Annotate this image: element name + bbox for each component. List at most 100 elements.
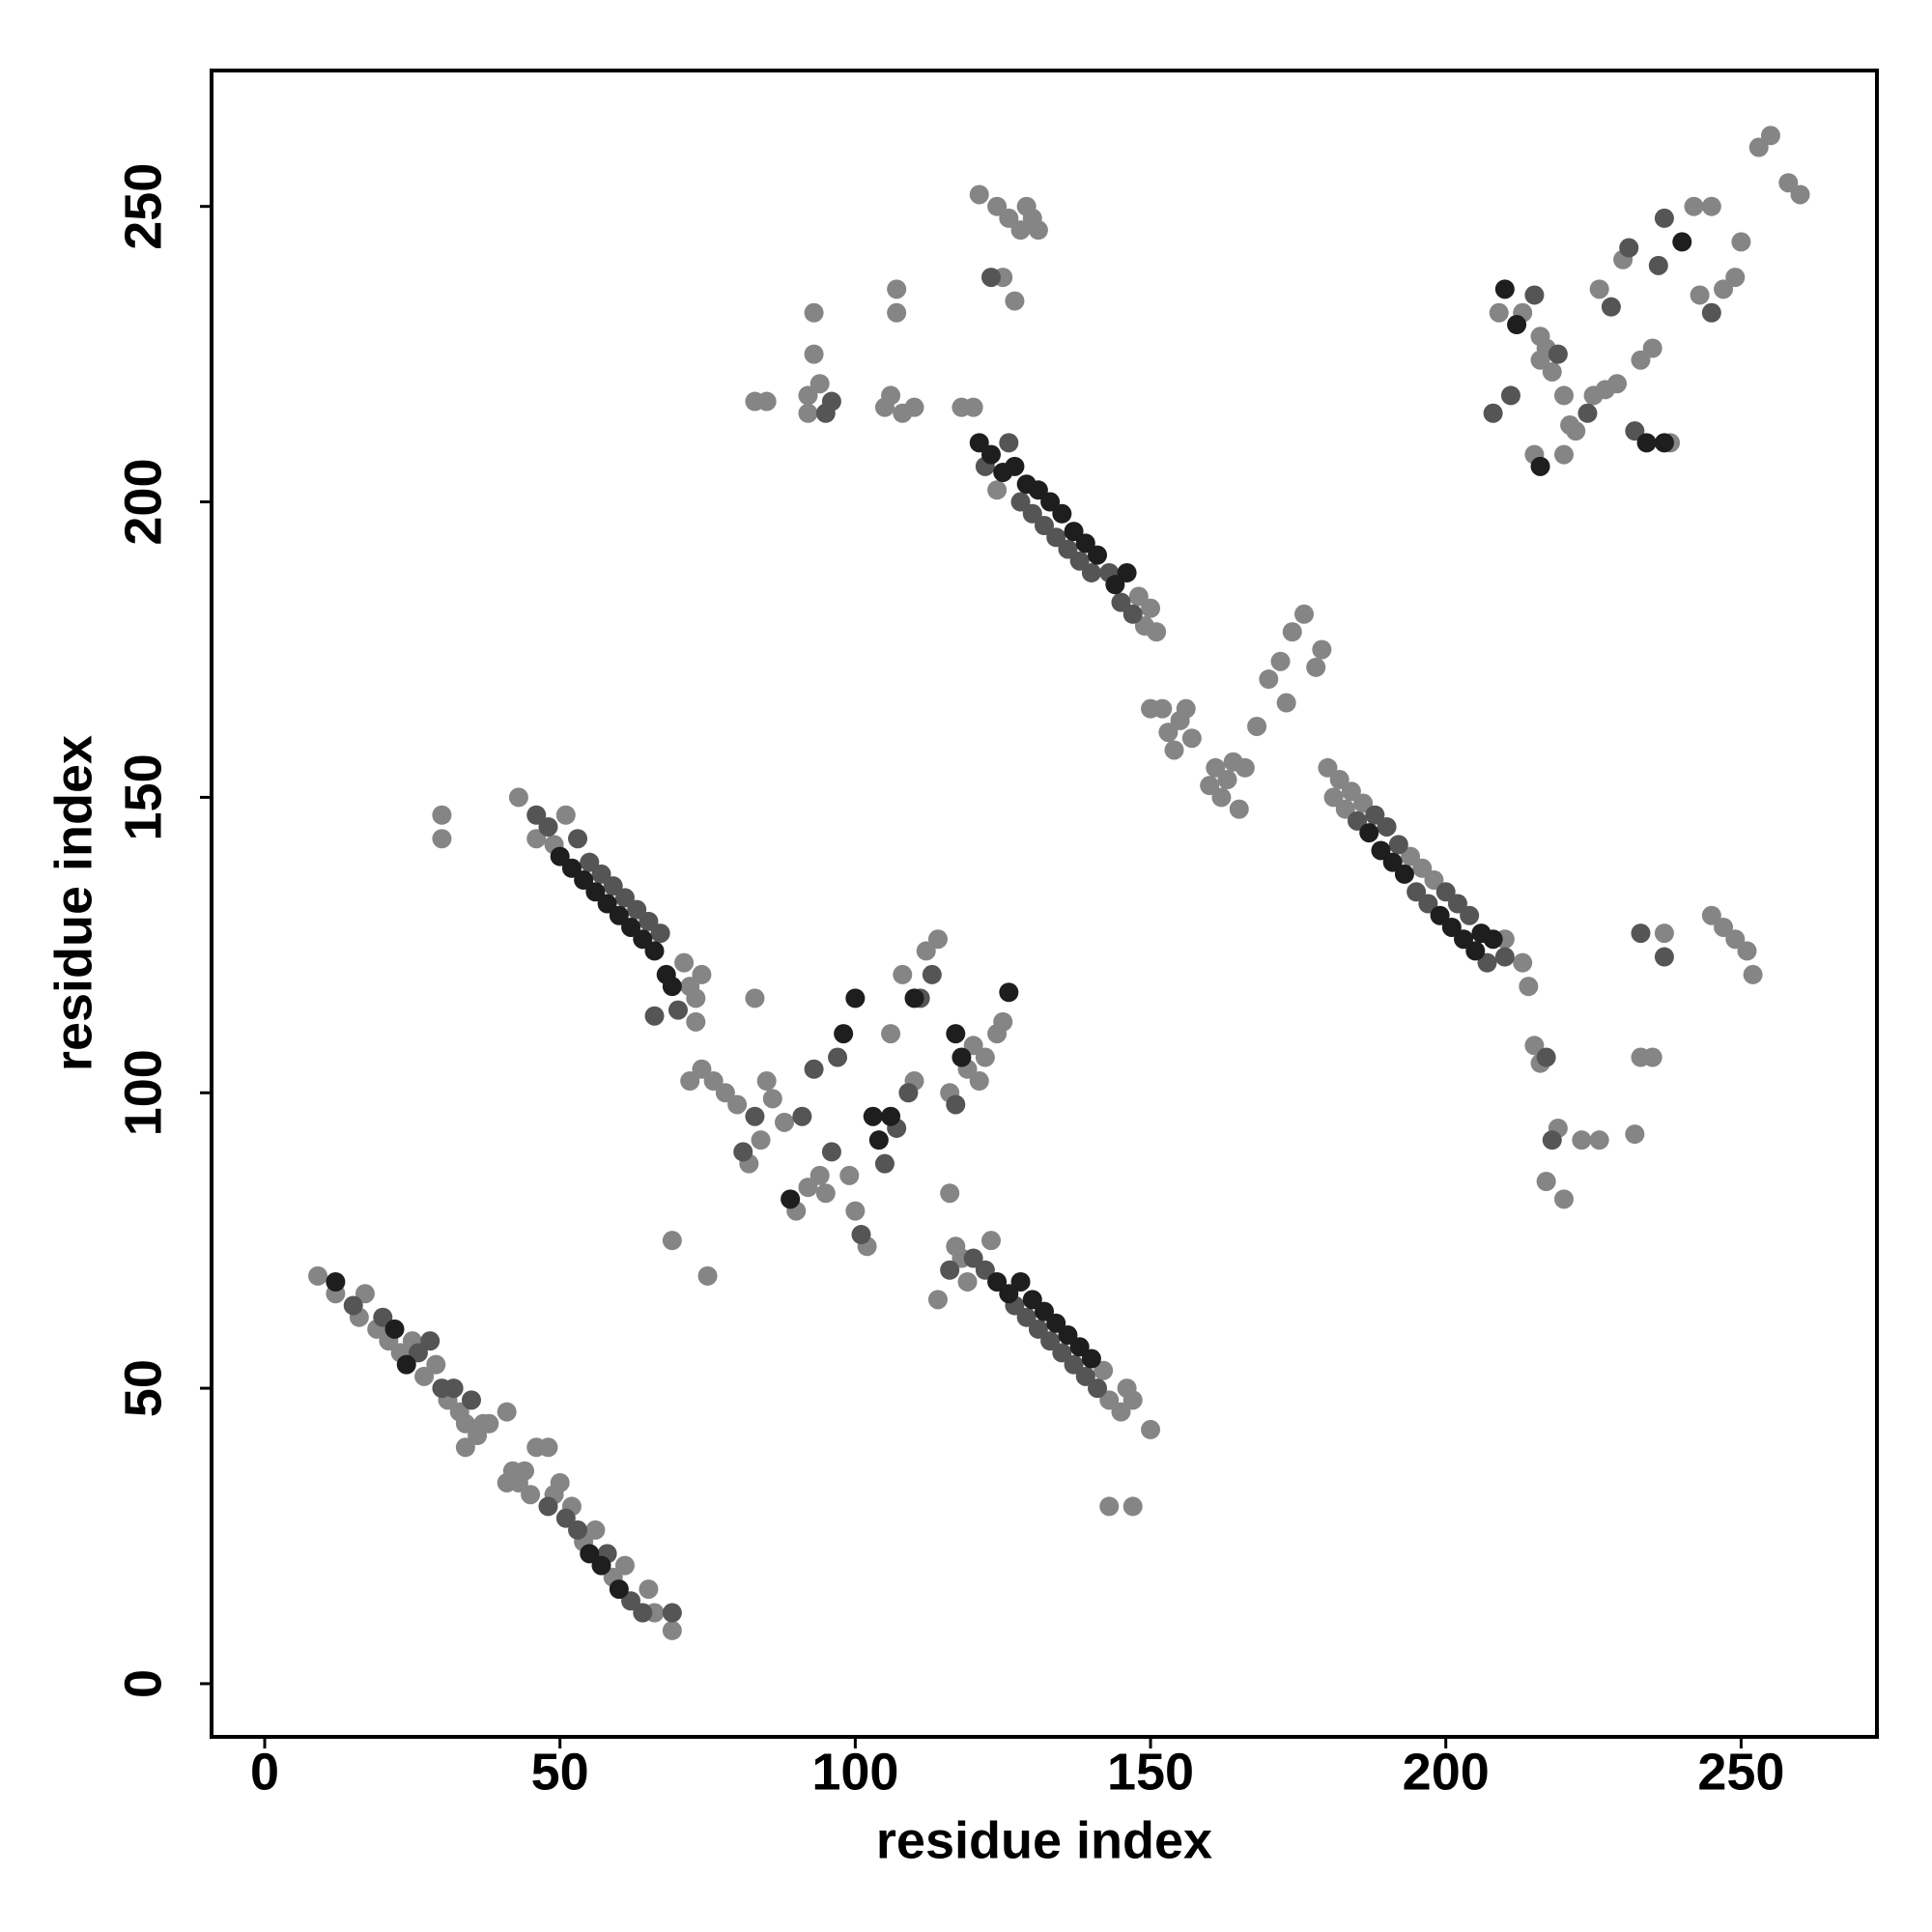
point: [781, 1189, 801, 1209]
point: [980, 1231, 1001, 1251]
point: [1318, 757, 1338, 778]
point: [1010, 220, 1031, 241]
point: [1105, 575, 1125, 595]
point: [621, 1591, 641, 1611]
point: [1181, 728, 1202, 749]
point: [432, 829, 452, 849]
point: [1577, 403, 1598, 423]
point: [1454, 929, 1474, 950]
point: [1088, 545, 1108, 565]
point: [396, 1354, 416, 1375]
point: [538, 1437, 558, 1458]
point: [308, 1265, 328, 1286]
point: [668, 1000, 688, 1020]
point: [1046, 1313, 1066, 1333]
point: [1654, 923, 1674, 944]
point: [526, 829, 547, 849]
point: [561, 858, 582, 878]
point: [874, 1153, 895, 1174]
point: [614, 888, 635, 908]
point: [1099, 1390, 1120, 1410]
x-tick-label: 200: [1403, 1743, 1490, 1801]
point: [1111, 592, 1131, 612]
point: [1040, 492, 1061, 512]
point: [1005, 291, 1025, 311]
point: [1748, 137, 1769, 157]
point: [1690, 285, 1710, 305]
point: [1572, 1130, 1592, 1151]
point: [508, 787, 528, 808]
point: [927, 1290, 948, 1310]
point: [798, 1178, 818, 1198]
point: [644, 941, 665, 961]
point: [1725, 929, 1746, 950]
point: [1211, 787, 1232, 808]
point: [384, 1319, 405, 1339]
point: [1460, 905, 1480, 925]
point: [1589, 279, 1609, 299]
point: [1069, 1337, 1090, 1357]
point: [999, 433, 1019, 453]
point: [1542, 361, 1562, 382]
point: [940, 1260, 960, 1280]
point: [969, 1071, 989, 1092]
point: [1530, 456, 1550, 476]
point: [804, 302, 824, 323]
point: [1141, 598, 1161, 618]
point: [1200, 776, 1220, 796]
point: [662, 977, 682, 997]
point: [1631, 350, 1651, 370]
point: [692, 1059, 712, 1079]
point: [580, 1544, 600, 1564]
point: [1081, 1349, 1101, 1369]
point: [868, 1130, 889, 1151]
point: [1654, 208, 1674, 228]
point: [1435, 882, 1456, 902]
point: [745, 988, 765, 1009]
point: [999, 1284, 1019, 1304]
point: [804, 1059, 824, 1079]
point: [326, 1271, 346, 1292]
point: [1601, 297, 1621, 317]
point: [1141, 698, 1161, 719]
point: [1217, 770, 1237, 790]
point: [916, 941, 936, 961]
point: [804, 344, 824, 364]
point: [810, 374, 830, 394]
point: [1642, 1047, 1662, 1067]
point: [969, 433, 989, 453]
point: [957, 1271, 978, 1292]
point: [756, 1071, 777, 1092]
point: [674, 952, 695, 973]
point: [1359, 823, 1379, 843]
point: [568, 829, 588, 849]
point: [686, 988, 706, 1009]
point: [621, 917, 641, 937]
point: [1270, 651, 1291, 671]
point: [1052, 1343, 1072, 1363]
point: [851, 1225, 871, 1245]
point: [887, 302, 907, 323]
point: [1341, 781, 1361, 802]
point: [1117, 562, 1137, 582]
point: [1790, 185, 1810, 205]
point: [1164, 740, 1184, 760]
point: [1714, 917, 1734, 937]
point: [1247, 716, 1267, 736]
point: [627, 899, 647, 920]
point: [1293, 604, 1314, 624]
point: [662, 1620, 682, 1640]
point: [1778, 173, 1799, 193]
point: [1714, 279, 1734, 299]
point: [1075, 1366, 1095, 1386]
point: [1176, 698, 1196, 719]
point: [1069, 551, 1090, 571]
point: [987, 196, 1008, 216]
point: [574, 870, 594, 891]
point: [1465, 941, 1486, 961]
point: [1441, 917, 1462, 937]
point: [1418, 894, 1438, 914]
point: [715, 1083, 735, 1103]
point: [1088, 1378, 1108, 1399]
